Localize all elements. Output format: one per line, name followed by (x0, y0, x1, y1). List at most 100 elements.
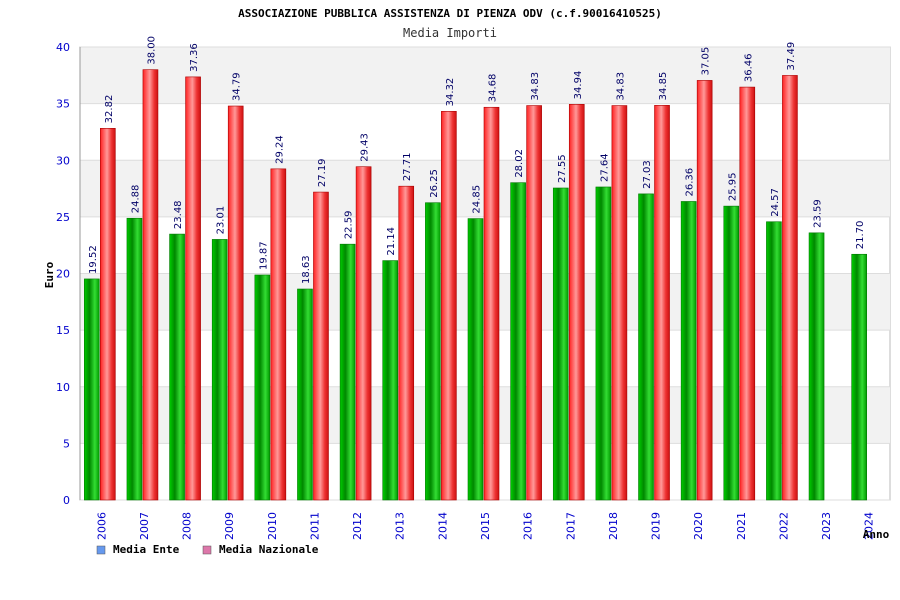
x-tick-label: 2023 (820, 512, 833, 540)
x-tick-label: 2014 (436, 512, 449, 540)
bar-media-nazionale (142, 69, 159, 501)
bar-media-ente (254, 274, 271, 501)
data-label: 23.59 (813, 199, 824, 228)
bar-media-nazionale (696, 80, 713, 501)
x-tick-label: 2009 (223, 512, 236, 540)
data-label: 36.46 (743, 53, 754, 82)
x-tick-label: 2013 (394, 512, 407, 540)
y-tick-label: 25 (56, 211, 70, 224)
bar-media-ente (339, 243, 356, 501)
data-label: 27.03 (642, 160, 653, 189)
bar-media-ente (595, 186, 612, 501)
chart-title: ASSOCIAZIONE PUBBLICA ASSISTENZA DI PIEN… (238, 7, 662, 20)
bar-media-ente (297, 288, 313, 501)
bar-media-ente (126, 217, 143, 501)
bar-media-ente (851, 253, 867, 501)
bar-media-ente (510, 182, 526, 501)
y-tick-label: 15 (56, 324, 70, 337)
bar-media-ente (382, 260, 399, 501)
data-label: 19.87 (258, 241, 269, 270)
data-label: 26.36 (685, 168, 696, 197)
x-tick-label: 2017 (564, 512, 577, 540)
x-tick-label: 2007 (138, 512, 151, 540)
data-label: 37.05 (701, 47, 712, 76)
x-tick-label: 2024 (863, 512, 876, 540)
y-axis: 0 5 10 15 20 25 30 35 40 (56, 41, 70, 507)
data-label: 34.83 (615, 72, 626, 101)
data-label: 34.94 (573, 71, 584, 100)
data-label: 21.70 (855, 221, 866, 250)
data-label: 32.82 (104, 95, 115, 124)
bar-media-ente (723, 205, 740, 501)
y-tick-label: 0 (63, 494, 70, 507)
data-label: 25.95 (727, 172, 738, 201)
y-tick-label: 30 (56, 154, 70, 167)
bar-media-ente (425, 202, 441, 501)
data-label: 27.19 (317, 158, 328, 187)
data-label: 24.88 (130, 185, 141, 214)
data-label: 22.59 (344, 211, 355, 240)
bar-media-nazionale (739, 86, 756, 501)
data-label: 37.49 (786, 42, 797, 71)
bar-media-ente (84, 278, 100, 501)
y-tick-label: 5 (63, 437, 70, 450)
bar-media-nazionale (441, 111, 457, 501)
data-label: 23.01 (216, 206, 227, 235)
bar-media-nazionale (654, 105, 670, 501)
y-tick-label: 10 (56, 381, 70, 394)
data-label: 29.24 (274, 135, 285, 164)
bar-media-nazionale (313, 191, 329, 501)
legend-label-nazionale: Media Nazionale (219, 543, 319, 556)
data-label: 28.02 (514, 149, 525, 178)
legend-label-ente: Media Ente (113, 543, 180, 556)
bar-media-nazionale (185, 76, 201, 501)
grid-band (80, 47, 890, 104)
y-tick-label: 20 (56, 268, 70, 281)
data-label: 24.85 (472, 185, 483, 214)
x-tick-label: 2022 (777, 512, 790, 540)
bar-media-ente (169, 233, 185, 501)
bar-media-ente (808, 232, 825, 501)
chart-subtitle: Media Importi (403, 26, 497, 40)
x-tick-label: 2020 (692, 512, 705, 540)
x-axis: 2006 2007 2008 2009 2010 2011 2012 2013 2014 2015… (95, 512, 875, 540)
bar-media-nazionale (782, 75, 798, 501)
bar-media-nazionale (398, 185, 415, 501)
x-tick-label: 2008 (181, 512, 194, 540)
data-label: 37.36 (189, 43, 200, 72)
x-tick-label: 2018 (607, 512, 620, 540)
bar-media-nazionale (611, 105, 628, 501)
data-label: 21.14 (386, 227, 397, 256)
data-label: 34.79 (232, 72, 243, 101)
x-axis-title: Anno (863, 528, 890, 541)
bar-media-ente (467, 218, 484, 501)
x-tick-label: 2016 (522, 512, 535, 540)
bar-media-nazionale (270, 168, 287, 501)
x-tick-label: 2011 (308, 512, 321, 540)
x-tick-label: 2021 (735, 512, 748, 540)
data-label: 29.43 (360, 133, 371, 162)
bar-media-nazionale (483, 106, 500, 501)
bar-media-nazionale (355, 166, 372, 501)
x-tick-label: 2019 (650, 512, 663, 540)
data-label: 23.48 (173, 200, 184, 229)
legend-swatch-nazionale (202, 545, 212, 555)
data-label: 27.71 (402, 153, 413, 182)
bar-media-ente (638, 193, 654, 501)
bar-media-ente (552, 187, 569, 501)
bar-media-ente (211, 239, 228, 501)
bar-media-ente (766, 221, 782, 501)
data-label: 26.25 (429, 169, 440, 198)
data-label: 38.00 (146, 36, 157, 65)
legend: Media Ente Media Nazionale (96, 543, 319, 556)
data-label: 34.32 (445, 78, 456, 107)
data-label: 18.63 (301, 255, 312, 284)
x-tick-label: 2010 (266, 512, 279, 540)
data-label: 27.64 (599, 153, 610, 182)
legend-swatch-ente (96, 545, 106, 555)
bar-media-nazionale (526, 105, 542, 501)
bar-media-nazionale (227, 105, 244, 501)
x-tick-label: 2012 (351, 512, 364, 540)
y-axis-title: Euro (43, 261, 56, 288)
